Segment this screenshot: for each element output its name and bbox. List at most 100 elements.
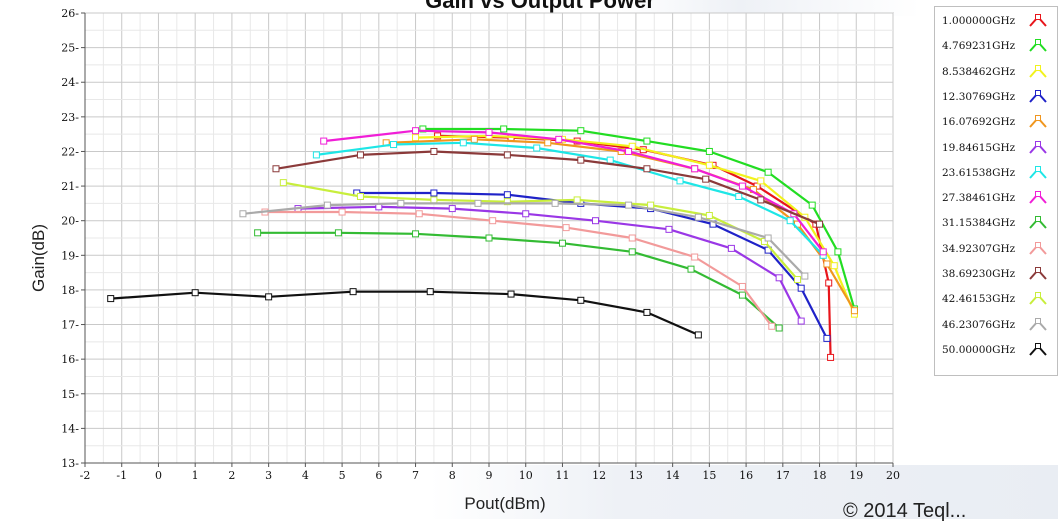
data-point (430, 189, 438, 197)
legend-swatch-marker (1035, 165, 1041, 172)
data-point (625, 201, 633, 209)
data-point (738, 282, 746, 290)
data-point (356, 192, 364, 200)
y-axis-title: Gain(dB) (29, 223, 48, 293)
data-point (786, 217, 794, 225)
data-point (191, 289, 199, 297)
background-band (430, 465, 1058, 519)
legend-item: 46.23076GHz (935, 315, 1058, 337)
legend-label: 12.30769GHz (942, 90, 1016, 103)
data-point (647, 201, 655, 209)
y-tick-label: 14- (61, 422, 79, 435)
legend-item: 12.30769GHz (935, 87, 1058, 109)
legend-item: 23.61538GHz (935, 163, 1058, 185)
x-tick-label: 13 (629, 469, 643, 482)
legend-swatch-icon (1029, 64, 1047, 78)
y-tick-label: 13- (61, 457, 79, 470)
legend-swatch-icon (1029, 115, 1047, 128)
legend-label: 8.538462GHz (942, 65, 1016, 78)
legend-label: 27.38461GHz (942, 192, 1016, 205)
legend-swatch-marker (1035, 241, 1041, 248)
legend-item: 27.38461GHz (935, 188, 1058, 210)
data-point (764, 234, 772, 242)
data-point (816, 220, 824, 228)
data-point (705, 161, 713, 169)
x-tick-label: -1 (116, 469, 127, 482)
data-point (573, 196, 581, 204)
series-46-23076ghz (239, 199, 809, 280)
data-point (323, 201, 331, 209)
legend-item: 19.84615GHz (935, 138, 1058, 160)
legend-item: 1.000000GHz (935, 11, 1058, 33)
data-point (757, 177, 765, 185)
x-tick-label: 14 (666, 469, 680, 482)
x-tick-label: 18 (813, 469, 827, 482)
data-point (349, 288, 357, 296)
legend-swatch-marker (1035, 191, 1041, 198)
data-point (485, 234, 493, 242)
data-point (459, 139, 467, 147)
y-tick-label: 26- (61, 7, 79, 20)
data-point (691, 253, 699, 261)
data-point (555, 135, 563, 143)
x-tick-label: 4 (302, 469, 309, 482)
data-point (356, 151, 364, 159)
data-point (606, 156, 614, 164)
data-point (320, 137, 328, 145)
x-tick-label: 5 (339, 469, 346, 482)
data-point (489, 217, 497, 225)
data-point (470, 135, 478, 143)
legend-item: 31.15384GHz (935, 213, 1058, 235)
legend-swatch-marker (1035, 14, 1041, 20)
x-tick-label: 15 (702, 469, 716, 482)
legend-swatch-marker (1035, 216, 1041, 223)
data-point (279, 179, 287, 187)
data-point (676, 177, 684, 185)
data-point (691, 165, 699, 173)
legend-swatch-icon (1029, 89, 1047, 103)
x-axis-title: Pout(dBm) (464, 494, 546, 513)
legend-swatch-icon (1029, 165, 1047, 179)
x-tick-label: 3 (265, 469, 272, 482)
data-point (107, 295, 115, 303)
x-tick-label: 12 (592, 469, 606, 482)
x-tick-label: 17 (776, 469, 790, 482)
series-50-00000ghz (107, 288, 702, 339)
y-tick-label: 15- (61, 388, 79, 401)
legend-swatch-icon (1029, 342, 1047, 356)
data-point (412, 127, 420, 135)
legend-swatch-marker (1035, 89, 1041, 96)
x-tick-label: 10 (519, 469, 533, 482)
legend-label: 46.23076GHz (942, 318, 1016, 331)
data-point (768, 322, 776, 330)
data-point (503, 198, 511, 206)
data-point (727, 244, 735, 252)
y-tick-label: 21- (61, 180, 79, 193)
x-tick-label: 16 (739, 469, 753, 482)
data-point (415, 210, 423, 218)
y-tick-label: 25- (61, 42, 79, 55)
y-tick-label: 23- (61, 111, 79, 124)
series-31-15384ghz (254, 229, 783, 332)
data-point (503, 191, 511, 199)
data-point (544, 139, 552, 147)
data-point (412, 230, 420, 238)
y-tick-label: 24- (61, 76, 79, 89)
x-tick-label: 9 (486, 469, 493, 482)
copyright-text: © 2014 Teql... (843, 500, 967, 522)
data-point (705, 212, 713, 219)
data-point (819, 248, 827, 256)
data-point (254, 229, 262, 237)
legend-label: 34.92307GHz (942, 242, 1016, 255)
y-tick-label: 17- (61, 319, 79, 332)
data-point (577, 296, 585, 304)
data-point (643, 308, 651, 316)
data-point (430, 196, 438, 204)
data-point (239, 210, 247, 218)
data-point (738, 291, 746, 299)
data-point (705, 147, 713, 155)
x-tick-label: 20 (886, 469, 900, 482)
data-point (448, 205, 456, 213)
data-point (577, 127, 585, 135)
data-point (764, 168, 772, 176)
